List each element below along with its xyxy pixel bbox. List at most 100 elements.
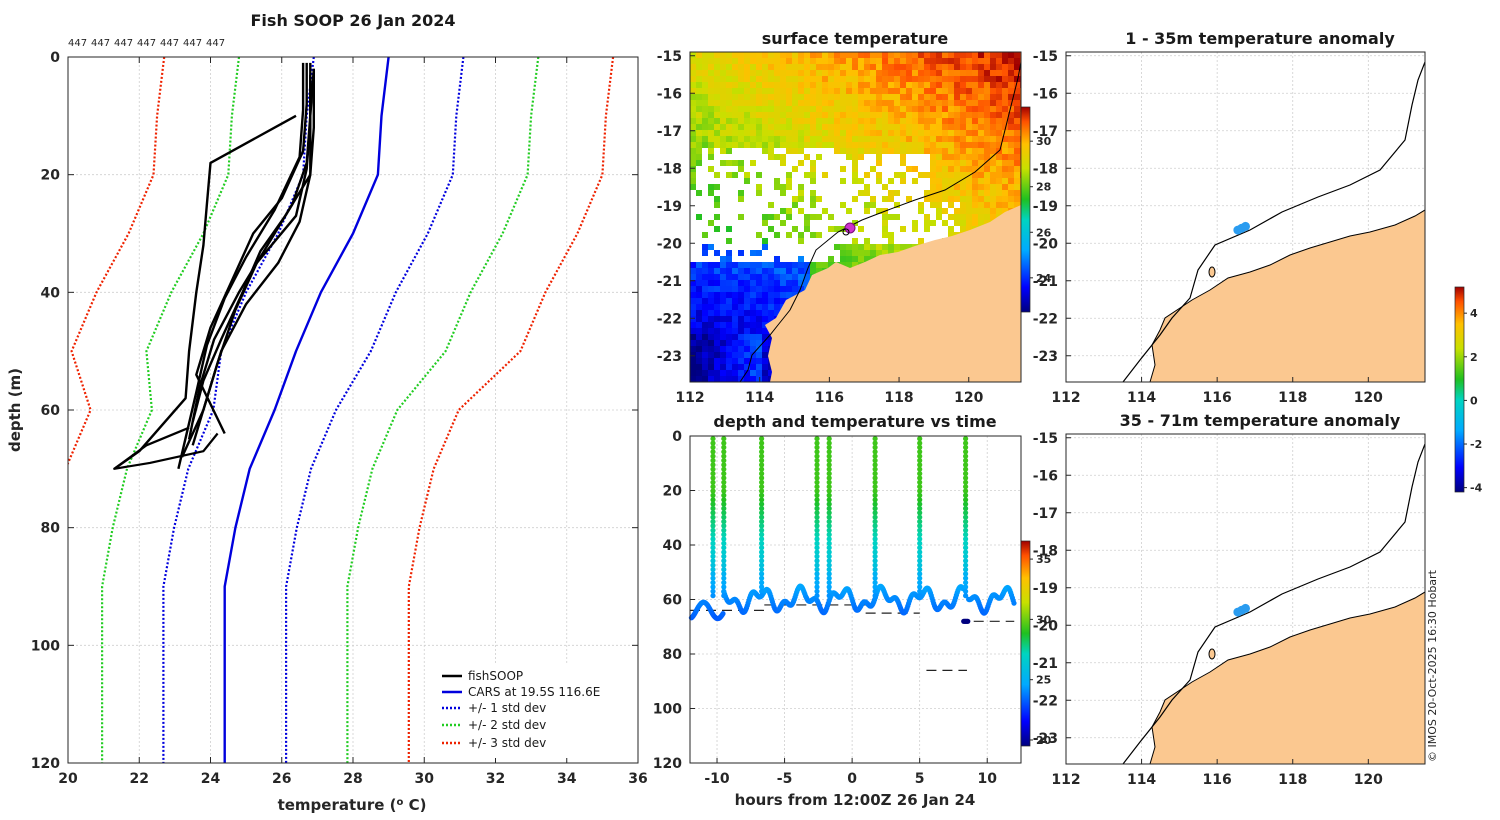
surface-cell bbox=[924, 226, 930, 232]
profile-cars-line bbox=[223, 57, 390, 763]
surface-cell bbox=[930, 94, 936, 100]
surface-cell bbox=[720, 328, 726, 334]
surface-cell bbox=[708, 292, 714, 298]
surface-cell bbox=[966, 52, 972, 58]
anomaly1-grid bbox=[1066, 52, 1425, 382]
timeseries-point bbox=[872, 436, 878, 442]
surface-cell bbox=[708, 340, 714, 346]
surface-cell bbox=[720, 82, 726, 88]
surface-cell bbox=[708, 328, 714, 334]
surface-cell bbox=[1014, 118, 1020, 124]
surface-cell bbox=[936, 124, 942, 130]
surface-cell bbox=[1014, 148, 1020, 154]
timeseries-point bbox=[710, 479, 716, 485]
surface-cell bbox=[774, 232, 780, 238]
surface-cell bbox=[978, 118, 984, 124]
surface-cell bbox=[882, 64, 888, 70]
surface-cell bbox=[1008, 202, 1014, 208]
surface-cell bbox=[846, 94, 852, 100]
surface-cell bbox=[966, 202, 972, 208]
surface-cell bbox=[978, 148, 984, 154]
surface-cell bbox=[726, 292, 732, 298]
timeseries-point bbox=[826, 558, 832, 564]
timeseries-point bbox=[917, 492, 923, 498]
surface-cell bbox=[762, 310, 768, 316]
surface-cell bbox=[984, 124, 990, 130]
surface-cell bbox=[942, 52, 948, 58]
surface-cell bbox=[798, 118, 804, 124]
surface-cell bbox=[732, 100, 738, 106]
surface-cell bbox=[978, 112, 984, 118]
surface-cell bbox=[810, 118, 816, 124]
surface-cbtick-label: 30 bbox=[1036, 135, 1052, 148]
surface-cell bbox=[960, 106, 966, 112]
surface-cell bbox=[996, 166, 1002, 172]
surface-cell bbox=[756, 280, 762, 286]
timeseries-point bbox=[826, 545, 832, 551]
surface-cell bbox=[870, 136, 876, 142]
surface-cell bbox=[912, 64, 918, 70]
timeseries-point bbox=[826, 540, 832, 547]
timeseries-point bbox=[759, 453, 765, 459]
profile-ytick-label: 40 bbox=[41, 285, 61, 301]
timeseries-point bbox=[826, 510, 832, 516]
surface-cell bbox=[990, 100, 996, 106]
profile-xlabel-sup: o bbox=[396, 797, 403, 808]
surface-cell bbox=[744, 280, 750, 286]
timeseries-point bbox=[963, 505, 969, 512]
timeseries-point bbox=[963, 514, 969, 520]
surface-cell bbox=[774, 136, 780, 142]
timeseries-point bbox=[759, 553, 765, 560]
surface-cell bbox=[990, 208, 996, 214]
surface-cell bbox=[732, 64, 738, 70]
timeseries-ytick-label: 60 bbox=[663, 593, 683, 609]
surface-cell bbox=[744, 358, 750, 364]
profile-xlabel: temperature (o C) bbox=[278, 796, 427, 814]
surface-cell bbox=[984, 58, 990, 64]
surface-cell bbox=[1008, 196, 1014, 202]
surface-cell bbox=[972, 172, 978, 178]
timeseries-point bbox=[826, 549, 832, 555]
surface-cell bbox=[936, 88, 942, 94]
surface-cell bbox=[990, 130, 996, 136]
surface-cell bbox=[864, 64, 870, 70]
surface-cell bbox=[774, 184, 780, 190]
surface-cell bbox=[888, 88, 894, 94]
surface-cell bbox=[1014, 172, 1020, 178]
surface-cell bbox=[750, 88, 756, 94]
surface-cell bbox=[804, 88, 810, 94]
surface-cell bbox=[930, 130, 936, 136]
surface-cell bbox=[756, 232, 762, 238]
surface-cell bbox=[696, 274, 702, 280]
anomaly1-ytick-label: -19 bbox=[1033, 199, 1058, 215]
surface-cell bbox=[852, 172, 858, 178]
surface-cell bbox=[708, 244, 714, 250]
surface-cell bbox=[732, 334, 738, 340]
surface-cell bbox=[864, 136, 870, 142]
surface-cell bbox=[972, 70, 978, 76]
surface-cell bbox=[732, 328, 738, 334]
timeseries-point bbox=[759, 444, 765, 450]
surface-cell bbox=[732, 268, 738, 274]
timeseries-point bbox=[759, 562, 765, 568]
timeseries-point bbox=[721, 457, 727, 464]
surface-cell bbox=[870, 148, 876, 154]
timeseries-point bbox=[710, 593, 716, 599]
surface-cell bbox=[918, 124, 924, 130]
surface-cell bbox=[702, 274, 708, 280]
timeseries-point bbox=[872, 505, 878, 512]
surface-cell bbox=[894, 52, 900, 58]
surface-cell bbox=[984, 52, 990, 58]
surface-cell bbox=[906, 148, 912, 154]
profile-fish-line bbox=[113, 114, 297, 470]
surface-cell bbox=[870, 130, 876, 136]
surface-cell bbox=[816, 262, 822, 268]
surface-cell bbox=[738, 298, 744, 304]
surface-cell bbox=[714, 328, 720, 334]
surface-cell bbox=[720, 298, 726, 304]
profile-xlabel-end: C) bbox=[403, 796, 426, 814]
surface-cell bbox=[732, 52, 738, 58]
surface-cell bbox=[864, 256, 870, 262]
timeseries-point bbox=[814, 484, 820, 490]
surface-cell bbox=[714, 250, 720, 256]
